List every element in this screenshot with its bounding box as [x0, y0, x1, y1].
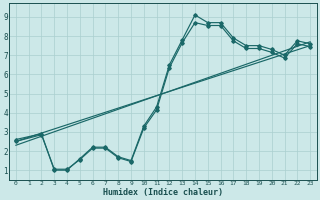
X-axis label: Humidex (Indice chaleur): Humidex (Indice chaleur) — [103, 188, 223, 197]
